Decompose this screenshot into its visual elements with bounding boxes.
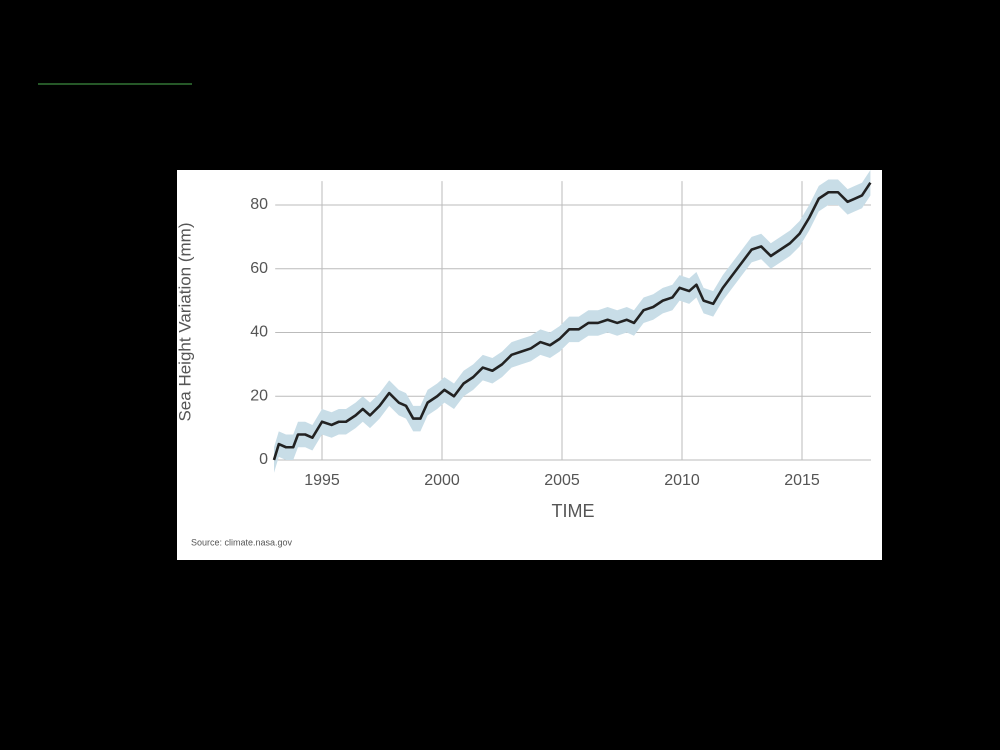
x-tick-label: 2015 [784,472,820,489]
grid: 0 20 40 60 80 1995 2000 2005 2010 2015 [250,181,871,489]
plot [272,169,872,473]
x-tick-label: 2010 [664,472,700,489]
source-note: Source: climate.nasa.gov [191,537,293,547]
uncertainty-band [274,169,871,473]
x-axis-label: TIME [552,501,595,521]
chart-panel [177,170,882,560]
x-tick-label: 2000 [424,472,460,489]
data-line [272,181,872,461]
y-tick-label: 20 [250,387,268,404]
y-axis-label: Sea Height Variation (mm) [175,222,194,421]
y-tick-label: 40 [250,324,268,341]
y-tick-label: 80 [250,196,268,213]
y-tick-label: 0 [259,451,268,468]
x-tick-label: 2005 [544,472,580,489]
x-tick-label: 1995 [304,472,340,489]
y-tick-label: 60 [250,260,268,277]
